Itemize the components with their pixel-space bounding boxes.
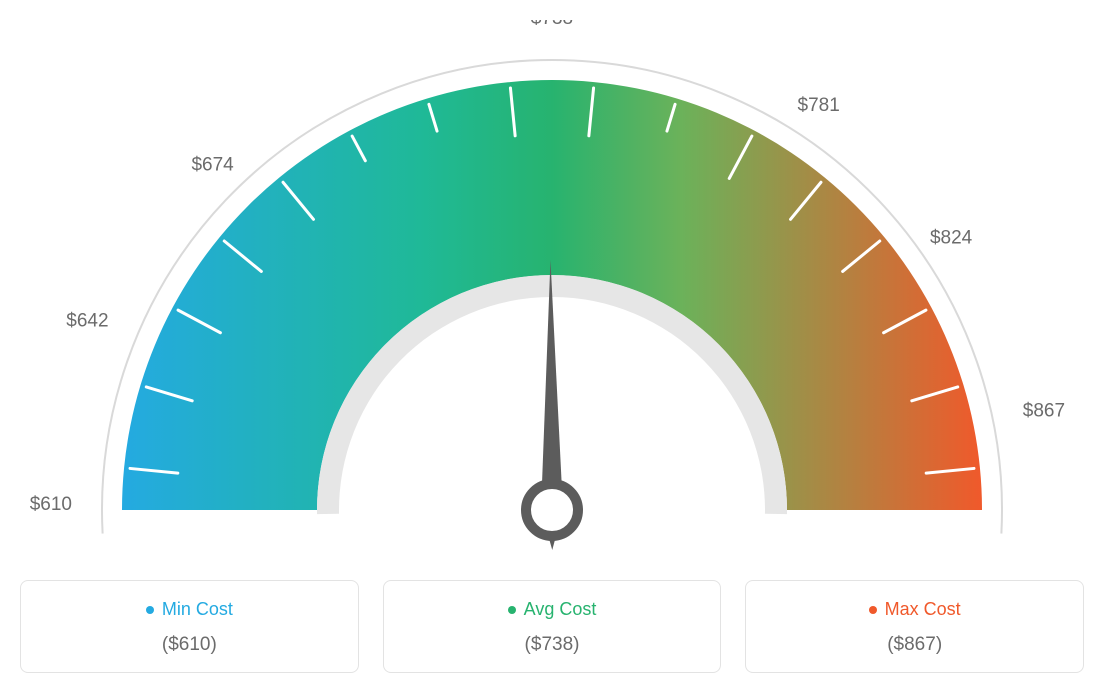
legend-dot-avg xyxy=(508,606,516,614)
gauge-svg: $610 $642 $674 $738 $781 $824 $867 xyxy=(20,20,1084,560)
gauge-hub xyxy=(526,484,578,536)
gauge-tick-label: $610 xyxy=(30,494,72,515)
legend-row: Min Cost ($610) Avg Cost ($738) Max Cost… xyxy=(20,580,1084,673)
legend-dot-min xyxy=(146,606,154,614)
gauge-tick-label: $781 xyxy=(798,95,840,116)
legend-label-min: Min Cost xyxy=(162,599,233,620)
legend-value-avg: ($738) xyxy=(384,634,721,656)
legend-title-min: Min Cost xyxy=(146,599,233,620)
legend-label-avg: Avg Cost xyxy=(524,599,597,620)
legend-card-avg: Avg Cost ($738) xyxy=(383,580,722,673)
gauge-tick-label: $674 xyxy=(191,155,234,176)
legend-value-max: ($867) xyxy=(746,634,1083,656)
gauge-group: $610 $642 $674 $738 $781 $824 $867 xyxy=(30,20,1065,550)
legend-value-min: ($610) xyxy=(21,634,358,656)
legend-dot-max xyxy=(869,606,877,614)
gauge-tick-label: $738 xyxy=(531,20,573,29)
gauge-tick-label: $642 xyxy=(66,310,108,331)
gauge-area: $610 $642 $674 $738 $781 $824 $867 xyxy=(20,20,1084,560)
legend-title-max: Max Cost xyxy=(869,599,961,620)
gauge-chart-container: $610 $642 $674 $738 $781 $824 $867 Min Cost ($… xyxy=(20,20,1084,673)
gauge-tick-label: $824 xyxy=(930,227,973,248)
legend-card-max: Max Cost ($867) xyxy=(745,580,1084,673)
legend-title-avg: Avg Cost xyxy=(508,599,597,620)
legend-card-min: Min Cost ($610) xyxy=(20,580,359,673)
gauge-tick-label: $867 xyxy=(1023,400,1065,421)
legend-label-max: Max Cost xyxy=(885,599,961,620)
